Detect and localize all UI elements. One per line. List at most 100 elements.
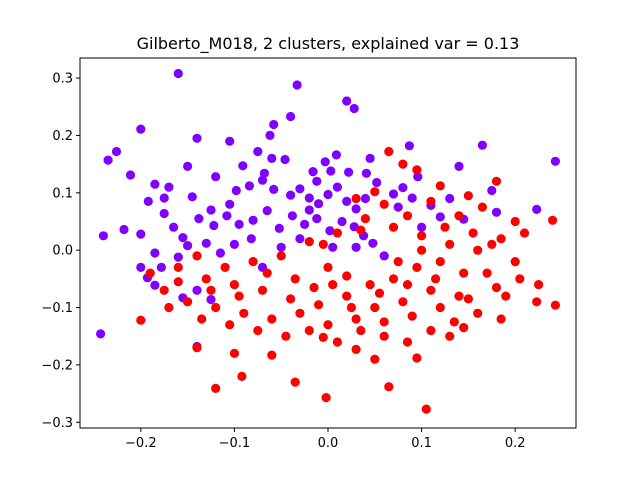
scatter-point-s1-54 — [360, 214, 370, 224]
scatter-point-s0-62 — [209, 220, 219, 231]
scatter-point-s1-17 — [550, 300, 561, 310]
scatter-point-s1-32 — [136, 315, 146, 325]
scatter-point-s0-48 — [477, 140, 487, 150]
scatter-point-s1-6 — [412, 353, 422, 363]
scatter-point-s0-71 — [325, 226, 335, 236]
scatter-point-s0-55 — [119, 224, 129, 235]
scatter-point-s1-68 — [370, 187, 380, 197]
scatter-point-s0-107 — [225, 199, 235, 209]
scatter-point-s0-13 — [320, 157, 330, 167]
scatter-point-s0-106 — [312, 176, 322, 186]
scatter-point-s1-18 — [532, 297, 542, 307]
scatter-point-s0-56 — [136, 229, 146, 239]
scatter-point-s1-77 — [473, 308, 483, 318]
scatter-point-s1-35 — [211, 302, 221, 313]
scatter-point-s0-28 — [231, 185, 241, 196]
scatter-point-s0-93 — [295, 234, 305, 244]
scatter-point-s1-22 — [426, 285, 436, 295]
scatter-point-s0-9 — [253, 146, 263, 157]
scatter-point-s0-97 — [379, 251, 389, 261]
scatter-point-s0-82 — [201, 238, 211, 248]
scatter-point-s1-93 — [487, 239, 497, 249]
scatter-point-s0-52 — [491, 207, 502, 217]
scatter-point-s1-43 — [435, 302, 445, 313]
scatter-point-s0-5 — [269, 119, 279, 130]
scatter-point-s1-4 — [290, 377, 300, 387]
scatter-point-s1-48 — [510, 216, 520, 227]
scatter-point-s0-26 — [187, 192, 197, 202]
scatter-point-s1-61 — [548, 215, 558, 225]
scatter-point-s1-39 — [323, 320, 333, 330]
scatter-point-s1-108 — [393, 257, 403, 267]
scatter-point-s1-65 — [412, 165, 422, 175]
scatter-point-s1-53 — [388, 222, 399, 232]
scatter-point-s1-112 — [431, 274, 441, 284]
scatter-point-s0-41 — [372, 177, 382, 188]
scatter-point-s1-66 — [398, 159, 408, 169]
scatter-point-s1-51 — [445, 239, 455, 249]
scatter-point-s0-77 — [136, 262, 146, 272]
points-layer — [96, 68, 561, 414]
scatter-point-s0-22 — [125, 170, 136, 180]
scatter-point-s1-15 — [459, 323, 469, 333]
y-tick-label: −0.3 — [41, 416, 73, 431]
scatter-point-s1-11 — [229, 348, 239, 358]
scatter-point-s1-101 — [290, 274, 300, 284]
scatter-point-s1-103 — [234, 291, 244, 301]
scatter-point-s1-49 — [496, 234, 506, 244]
scatter-point-s1-90 — [145, 268, 155, 278]
y-tick-label: 0.3 — [52, 72, 73, 87]
y-tick-label: 0.1 — [52, 186, 73, 201]
scatter-point-s0-60 — [178, 233, 188, 243]
scatter-point-s1-45 — [482, 268, 492, 278]
scatter-point-s1-3 — [237, 371, 247, 381]
scatter-point-s0-24 — [164, 182, 174, 192]
scatter-point-s0-61 — [194, 214, 204, 224]
scatter-point-s1-113 — [402, 280, 413, 290]
scatter-point-s1-34 — [183, 297, 193, 307]
scatter-point-s0-75 — [150, 248, 160, 258]
scatter-point-s1-72 — [365, 280, 375, 290]
scatter-point-s0-101 — [159, 193, 169, 203]
scatter-point-s1-1 — [321, 393, 331, 403]
scatter-point-s1-2 — [211, 383, 221, 393]
scatter-point-s1-27 — [286, 294, 296, 304]
scatter-point-s1-84 — [281, 331, 291, 341]
scatter-point-s1-28 — [257, 285, 268, 295]
scatter-point-s0-30 — [257, 175, 268, 185]
scatter-point-s1-81 — [379, 331, 389, 341]
scatter-point-s1-111 — [463, 191, 473, 201]
scatter-point-s0-108 — [246, 234, 256, 244]
scatter-point-s0-83 — [215, 248, 225, 258]
scatter-point-s1-55 — [332, 228, 342, 238]
scatter-point-s0-19 — [136, 124, 146, 134]
scatter-point-s1-36 — [239, 308, 249, 318]
scatter-point-s1-100 — [318, 239, 328, 249]
scatter-point-s0-104 — [267, 153, 277, 163]
scatter-point-s0-65 — [248, 215, 258, 225]
scatter-point-s1-74 — [412, 262, 422, 272]
scatter-point-s1-64 — [435, 181, 445, 191]
scatter-point-s1-80 — [402, 337, 413, 347]
scatter-point-s1-87 — [197, 314, 207, 324]
scatter-point-s0-35 — [314, 199, 324, 209]
scatter-point-s1-7 — [370, 354, 380, 364]
scatter-point-s1-47 — [519, 228, 530, 238]
scatter-point-s1-96 — [426, 196, 436, 206]
scatter-point-s0-51 — [532, 204, 542, 214]
scatter-point-s1-59 — [220, 262, 230, 272]
scatter-point-s1-76 — [459, 268, 469, 278]
scatter-point-s1-8 — [351, 344, 361, 354]
scatter-point-s0-70 — [312, 214, 322, 224]
scatter-point-s0-14 — [326, 166, 336, 176]
y-tick-label: −0.1 — [41, 301, 73, 316]
scatter-point-s1-91 — [515, 274, 525, 284]
scatter-point-s0-3 — [286, 111, 296, 122]
scatter-point-s1-62 — [491, 176, 502, 186]
scatter-point-s0-49 — [487, 185, 497, 196]
scatter-point-s1-78 — [449, 317, 459, 327]
scatter-point-s1-92 — [501, 291, 511, 301]
scatter-point-s1-67 — [384, 146, 394, 157]
scatter-point-s1-88 — [164, 302, 174, 313]
scatter-point-s1-104 — [206, 285, 216, 295]
